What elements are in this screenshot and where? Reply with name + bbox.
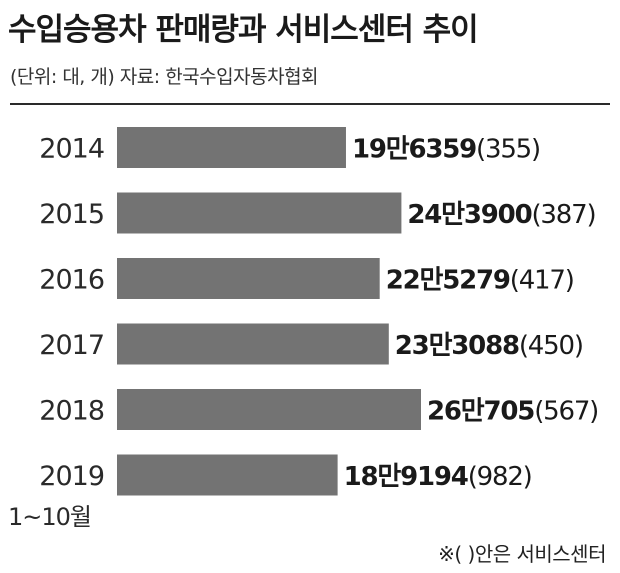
data-label: 22만5279(417) (386, 266, 574, 296)
service-center-label: (387) (531, 200, 595, 230)
data-label: 24만3900(387) (407, 200, 595, 230)
bar (117, 323, 389, 365)
value-label: 24만3900 (407, 200, 531, 230)
value-label: 26만705 (427, 397, 534, 427)
category-sublabel: 1~10월 (8, 503, 91, 531)
service-center-label: (982) (468, 462, 532, 492)
service-center-label: (567) (534, 397, 598, 427)
bar (117, 127, 346, 168)
category-label: 2018 (39, 396, 104, 427)
chart-title: 수입승용차 판매량과 서비스센터 추이 (8, 12, 479, 48)
data-label: 18만9194(982) (344, 462, 532, 492)
bar (117, 192, 402, 234)
data-label: 19만6359(355) (352, 135, 540, 165)
chart-subtitle: (단위: 대, 개) 자료: 한국수입자동차협회 (10, 66, 319, 88)
value-label: 23만3088 (395, 331, 519, 361)
value-label: 18만9194 (344, 462, 468, 492)
category-label: 2014 (39, 134, 104, 165)
footnote: ※( )안은 서비스센터 (438, 542, 606, 566)
category-label: 2017 (39, 330, 104, 361)
service-center-label: (450) (519, 331, 583, 361)
bar (117, 454, 338, 496)
data-label: 26만705(567) (427, 397, 598, 427)
bar (117, 389, 421, 430)
data-label: 23만3088(450) (395, 331, 583, 361)
value-label: 19만6359 (352, 135, 476, 165)
bar (117, 258, 380, 299)
service-center-label: (417) (510, 266, 574, 296)
service-center-label: (355) (476, 135, 540, 165)
category-label: 2015 (39, 199, 104, 230)
title-divider (10, 103, 610, 105)
category-label: 2016 (39, 265, 104, 296)
value-label: 22만5279 (386, 266, 510, 296)
category-label: 2019 (39, 461, 104, 492)
bar-chart: 2014 19만6359(355) 2015 24만3900(387) 2016 22만5… (8, 127, 599, 531)
